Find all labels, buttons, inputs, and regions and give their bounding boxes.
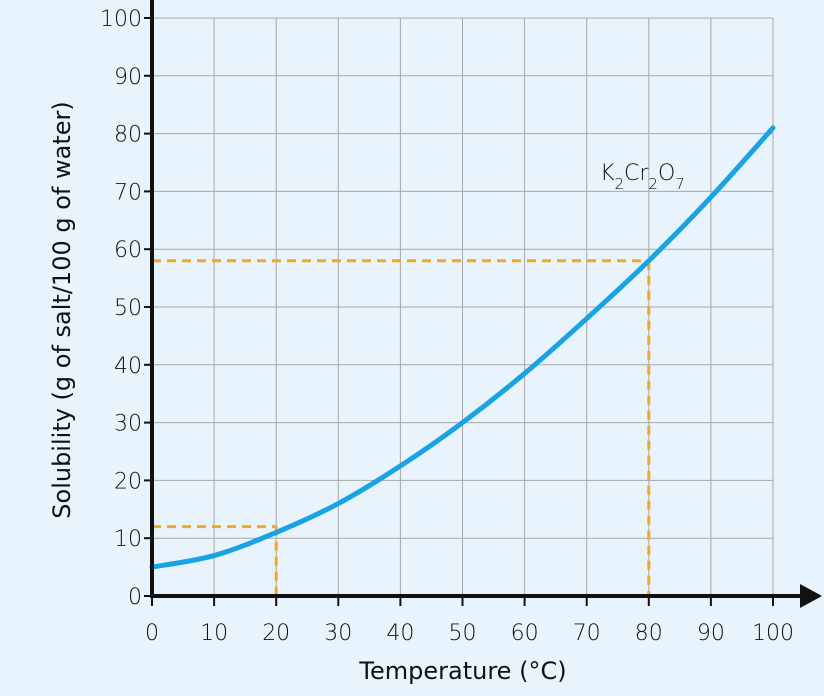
x-tick-label: 10: [200, 621, 228, 646]
x-tick-label: 70: [573, 621, 601, 646]
x-tick-label: 40: [386, 621, 414, 646]
y-tick-label: 30: [114, 412, 142, 437]
x-tick-label: 60: [511, 621, 539, 646]
x-tick-label: 30: [324, 621, 352, 646]
grid: [152, 17, 774, 596]
y-tick-label: 90: [114, 65, 142, 90]
y-tick-label: 0: [128, 585, 142, 610]
x-tick-label: 90: [697, 621, 725, 646]
axes: [150, 0, 822, 608]
series-line-k2cr2o7: [149, 125, 776, 570]
series-label: K2Cr2O7: [600, 161, 685, 193]
x-tick-label: 20: [262, 621, 290, 646]
y-tick-label: 100: [100, 7, 142, 32]
tick-labels: 0 10 20 30 40 50 60 70 80 90 100 0 10 20 30 40 50 60 70 80 9…: [100, 7, 794, 646]
y-tick-label: 80: [114, 123, 142, 148]
x-tick-label: 80: [635, 621, 663, 646]
y-tick-label: 60: [114, 238, 142, 263]
y-tick-label: 10: [114, 527, 142, 552]
y-tick-label: 50: [114, 296, 142, 321]
dashed-guides: [152, 259, 651, 596]
series-layer: [149, 125, 776, 570]
x-axis-title: Temperature (°C): [358, 657, 566, 685]
x-tick-label: 0: [145, 621, 159, 646]
y-tick-label: 70: [114, 180, 142, 205]
x-tick-label: 50: [449, 621, 477, 646]
x-axis-arrow: [800, 584, 822, 608]
y-axis-title: Solubility (g of salt/100 g of water): [48, 101, 76, 518]
x-tick-label: 100: [752, 621, 794, 646]
y-tick-label: 20: [114, 469, 142, 494]
y-tick-label: 40: [114, 354, 142, 379]
